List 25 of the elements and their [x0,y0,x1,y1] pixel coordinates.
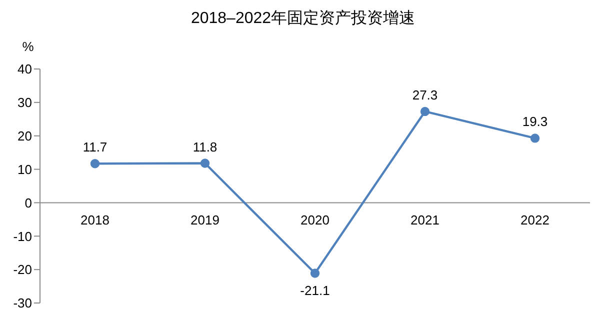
data-label: 27.3 [412,87,438,102]
chart-title: 2018–2022年固定资产投资增速 [190,8,416,29]
x-tick-label: 2020 [300,212,330,228]
x-tick-label: 2021 [410,212,440,228]
point [90,159,100,168]
x-tick-label: 2019 [190,212,220,228]
y-tick-label: 40 [18,62,32,77]
y-tick-label: 0 [24,195,32,210]
y-tick-label: -20 [13,262,32,278]
y-tick-label: -30 [13,296,32,311]
x-tick-label: 2022 [520,212,550,228]
data-label: 11.7 [82,140,108,155]
data-label: 19.3 [522,114,548,130]
point [310,268,320,278]
y-tick-label: 10 [18,162,32,177]
x-tick-label: 2018 [80,212,110,228]
y-axis-title: % [22,39,34,54]
y-tick-label: 20 [18,128,32,144]
point [200,158,210,168]
data-label: -21.1 [300,283,330,298]
point [420,106,430,116]
data-label: 11.8 [192,139,218,154]
y-tick-label: 30 [18,95,32,110]
y-tick-label: -10 [13,228,32,244]
point [530,134,540,143]
